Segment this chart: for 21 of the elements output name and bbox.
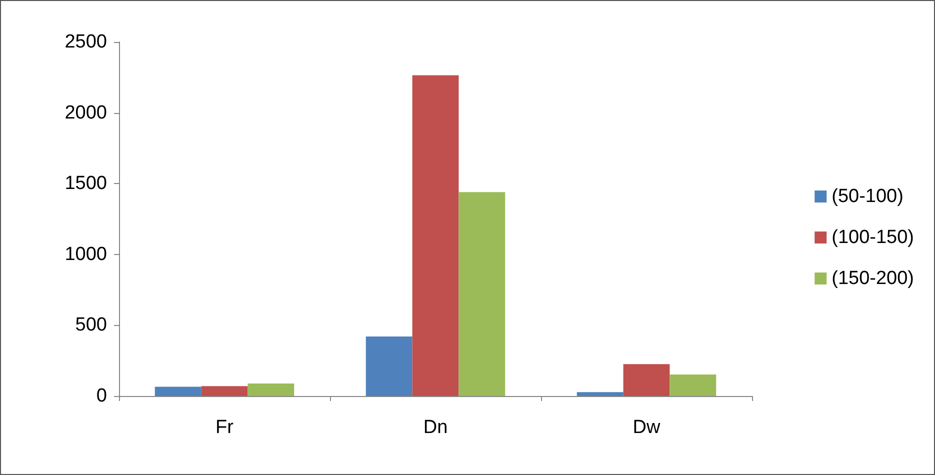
bar <box>201 386 248 396</box>
bar <box>670 374 716 396</box>
y-tick-label: 1000 <box>64 244 107 265</box>
bar <box>366 336 412 396</box>
x-tick-label: Dn <box>423 417 448 438</box>
bar <box>154 386 202 396</box>
legend-label: (150-200) <box>832 268 914 289</box>
legend-label: (100-150) <box>832 227 914 248</box>
bar <box>412 75 459 396</box>
bar <box>248 384 294 396</box>
y-tick-label: 1500 <box>64 173 107 194</box>
x-tick-label: Fr <box>216 417 234 438</box>
y-tick-label: 0 <box>96 386 107 406</box>
bar <box>576 392 624 396</box>
y-tick-label: 2000 <box>64 102 107 124</box>
bar <box>623 364 670 396</box>
y-tick-label: 2500 <box>64 32 107 52</box>
bar <box>458 192 506 396</box>
legend-label: (50-100) <box>832 186 904 207</box>
y-tick-label: 500 <box>75 314 107 336</box>
x-tick-label: Dw <box>632 417 660 438</box>
